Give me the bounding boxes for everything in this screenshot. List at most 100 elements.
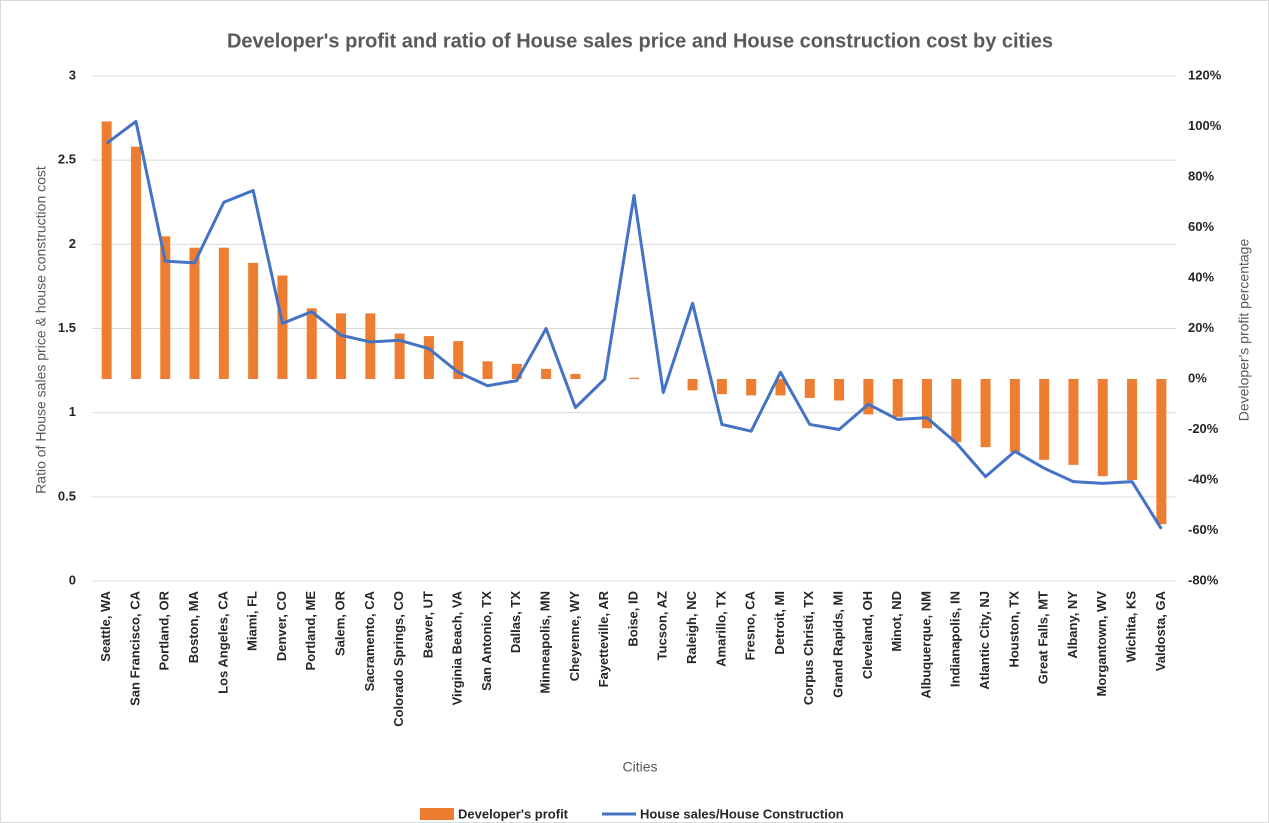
y2-tick-label: 100% [1188,118,1222,133]
bar [336,313,347,379]
bar [160,236,171,379]
bar [218,247,229,379]
x-axis-title: Cities [622,759,657,775]
y2-tick-label: 40% [1188,269,1214,284]
x-tick-label: Cheyenne, WY [567,591,582,682]
x-tick-label: Minneapolis, MN [538,591,553,694]
chart-title: Developer's profit and ratio of House sa… [227,30,1053,52]
y2-tick-label: -60% [1188,522,1219,537]
x-tick-label: Virginia Beach, VA [450,590,465,705]
bar [834,379,845,401]
legend-label: Developer's profit [458,806,569,821]
bar [365,313,376,379]
bar [189,247,200,379]
x-tick-label: Portland, ME [303,591,318,671]
bar [687,379,698,391]
bar [541,368,552,379]
x-tick-label: Portland, OR [157,590,172,670]
x-tick-label: Los Angeles, CA [215,590,230,693]
bar [453,341,464,379]
line [105,119,1163,530]
x-tick-label: Beaver, UT [420,591,435,658]
y2-tick-label: -80% [1188,572,1219,587]
x-tick-label: Raleigh, NC [684,590,699,664]
y2-tick-label: 80% [1188,168,1214,183]
x-tick-label: Houston, TX [1006,591,1021,668]
y-tick-label: 2 [69,236,76,251]
y2-tick-label: 20% [1188,320,1214,335]
x-tick-label: Sacramento, CA [362,590,377,691]
bar [394,333,405,379]
x-tick-label: Wichita, KS [1123,591,1138,663]
y2-tick-label: -40% [1188,471,1219,486]
x-tick-label: San Antonio, TX [479,591,494,691]
x-tick-label: Tucson, AZ [655,591,670,660]
x-tick-label: Dallas, TX [508,591,523,653]
bar [863,379,874,415]
x-tick-label: Grand Rapids, MI [831,591,846,698]
y-tick-label: 0 [69,572,76,587]
x-tick-label: Valdosta, GA [1153,590,1168,671]
bar [1039,379,1050,460]
bar [511,363,522,379]
x-tick-label: Colorado Springs, CO [391,591,406,727]
bar [248,262,259,379]
legend-swatch [420,808,454,820]
bar [746,379,757,396]
y2-tick-label: -20% [1188,421,1219,436]
y-tick-label: 1 [69,404,76,419]
y2-axis-title: Developer's profit percentage [1236,239,1252,422]
x-tick-label: Boston, MA [186,590,201,663]
bar [1068,379,1079,465]
bar [980,379,991,448]
x-tick-label: Albuquerque, NM [918,591,933,699]
bar [892,379,903,417]
bar [951,379,962,443]
y-tick-label: 1.5 [58,320,76,335]
y2-tick-label: 60% [1188,219,1214,234]
x-tick-label: Morgantown, WV [1094,591,1109,697]
bar [130,146,141,379]
bar [482,361,493,379]
y2-tick-label: 120% [1188,67,1222,82]
y-axis-title: Ratio of House sales price & house const… [33,166,49,494]
x-tick-label: Minot, ND [889,591,904,652]
bar [921,379,932,429]
x-tick-label: Fresno, CA [743,590,758,660]
bar [1156,379,1167,525]
x-tick-label: Boise, ID [625,591,640,647]
bar [1097,379,1108,477]
x-tick-label: Denver, CO [274,591,289,661]
bar [277,275,288,379]
bar [570,373,581,379]
bar [306,308,317,379]
y-tick-label: 2.5 [58,152,76,167]
x-tick-label: Amarillo, TX [713,591,728,667]
y2-tick-label: 0% [1188,370,1207,385]
y-tick-label: 0.5 [58,488,76,503]
bar [1009,379,1020,453]
x-tick-label: Indianapolis, IN [948,591,963,687]
bar [716,379,727,395]
x-tick-label: San Francisco, CA [127,590,142,705]
bar [629,377,639,379]
x-tick-label: Great Falls, MT [1036,591,1051,684]
bar [101,121,112,379]
bar [804,379,815,398]
bar [775,379,786,396]
legend-label: House sales/House Construction [640,806,844,821]
y-tick-label: 3 [69,67,76,82]
x-tick-label: Fayetteville, AR [596,590,611,687]
bar [1127,379,1138,480]
x-tick-label: Seattle, WA [98,590,113,661]
bar [423,336,434,379]
x-tick-label: Corpus Christi, TX [801,591,816,705]
x-tick-label: Miami, FL [245,591,260,651]
x-tick-label: Salem, OR [332,590,347,656]
x-tick-label: Atlantic City, NJ [977,591,992,690]
x-tick-label: Detroit, MI [772,591,787,655]
x-tick-label: Albany, NY [1065,591,1080,659]
